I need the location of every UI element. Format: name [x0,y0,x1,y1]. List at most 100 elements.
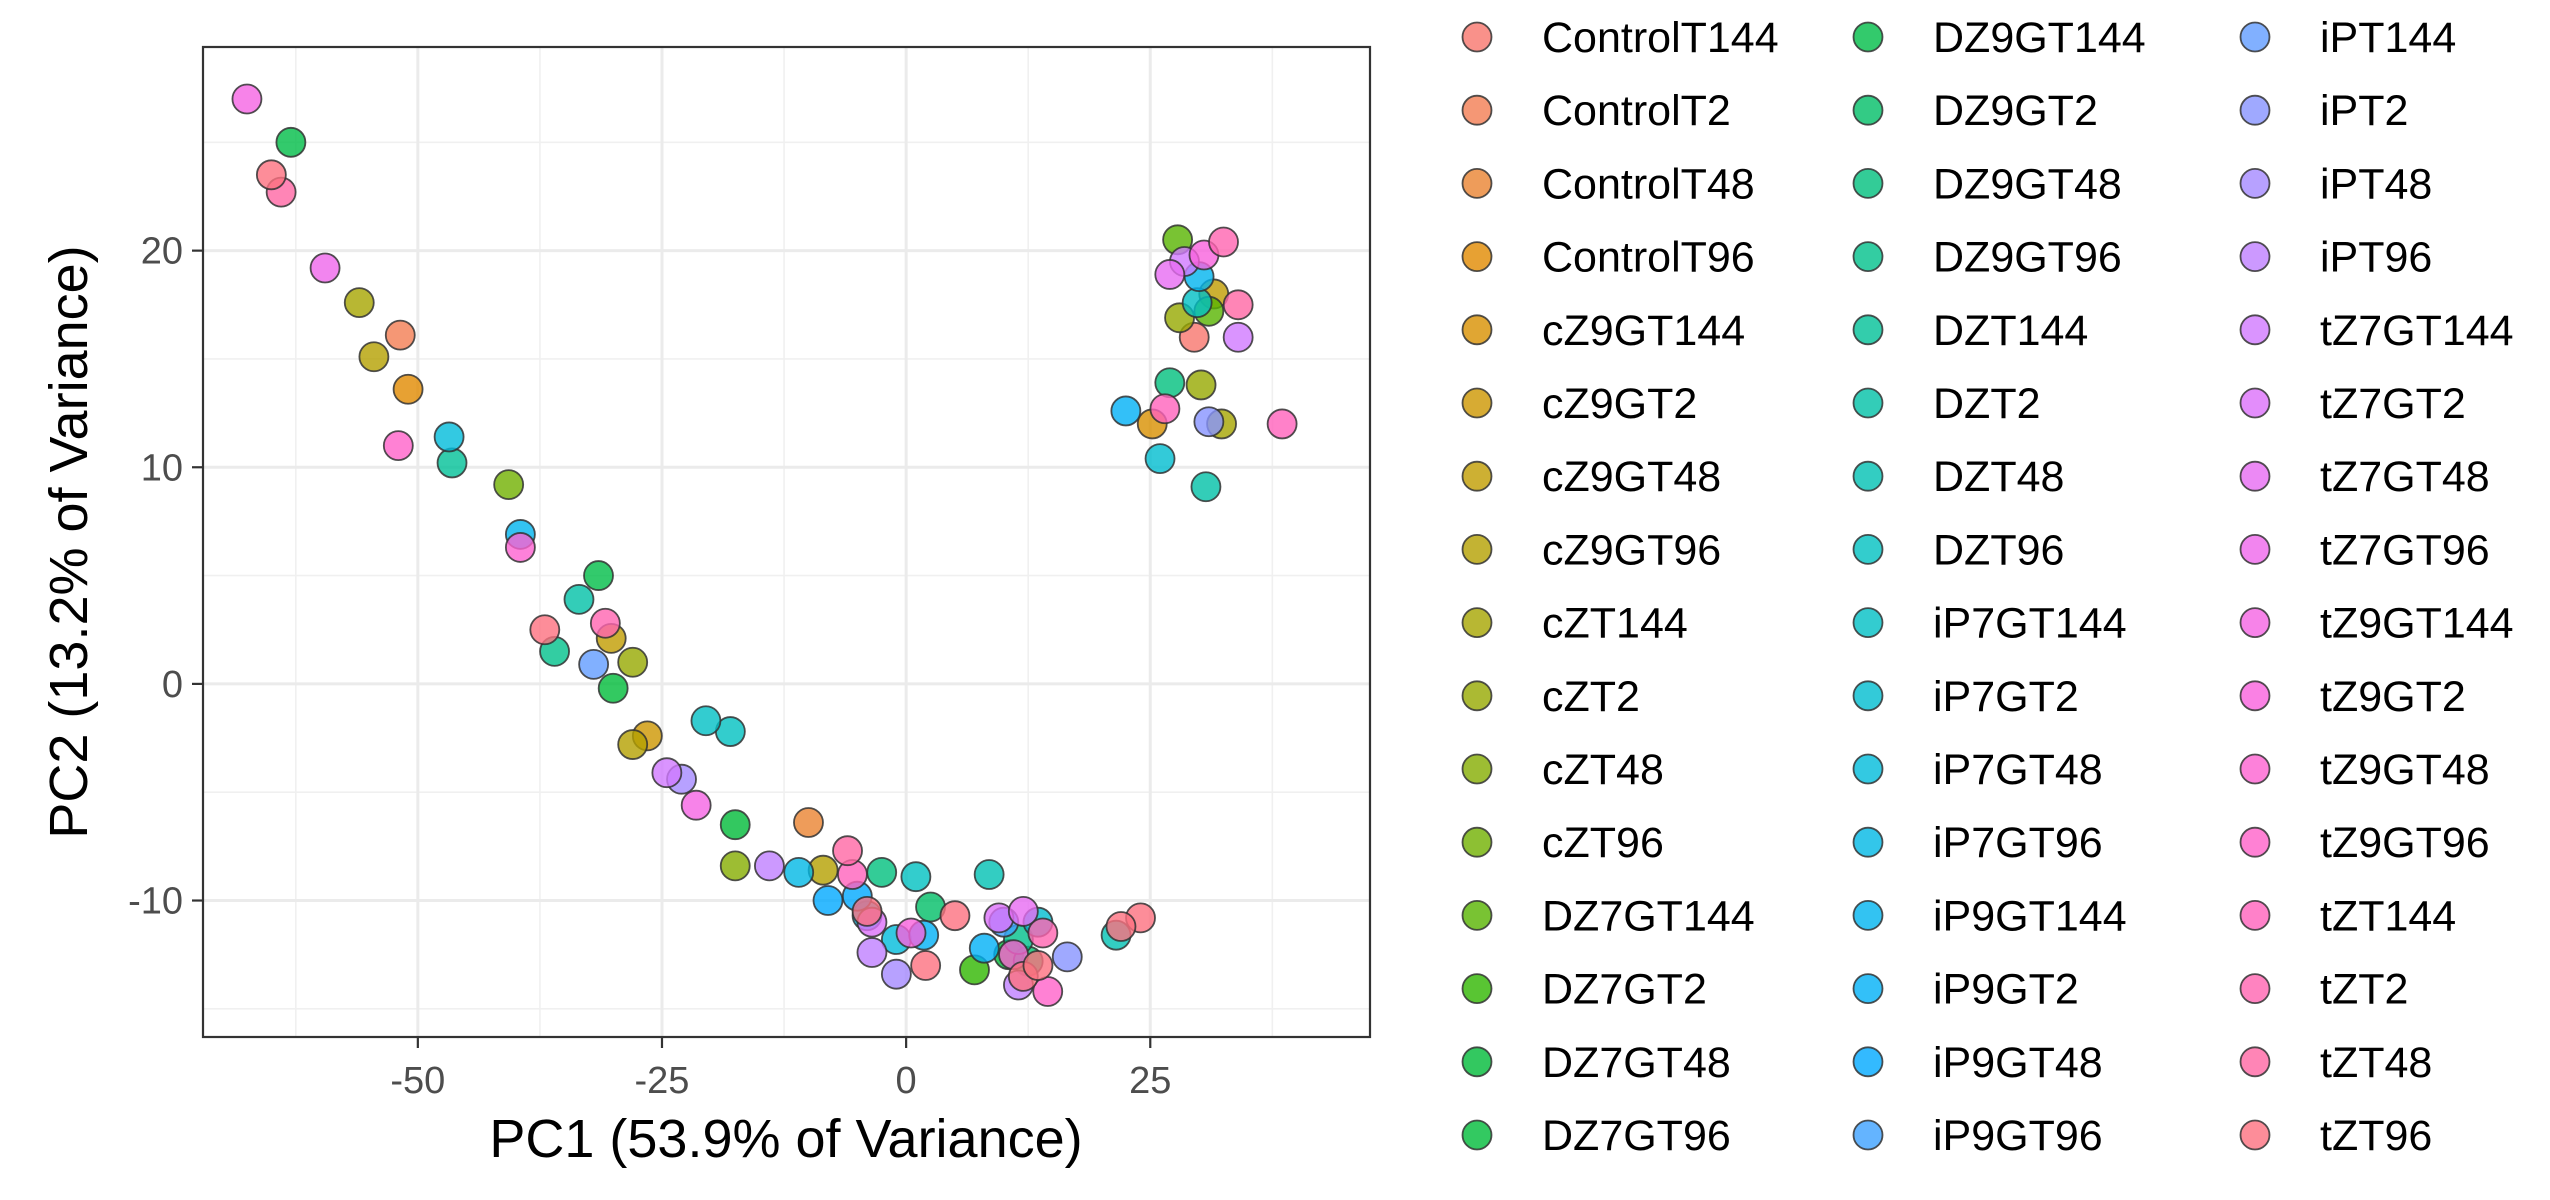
data-point [856,937,888,968]
legend-item: iP9GT2 [1852,966,2079,1014]
legend-item: DZ7GT2 [1461,966,1707,1014]
data-point [309,252,341,284]
legend-item: cZ9GT96 [1461,526,1721,574]
legend-item: tZ9GT48 [2239,746,2490,794]
data-point [1222,289,1254,321]
x-tick-label: -50 [390,1060,445,1102]
legend-key [2239,387,2271,419]
legend-item: cZ9GT2 [1461,380,1697,428]
legend-item: tZ9GT2 [2239,673,2466,721]
legend-item: iP7GT96 [1852,819,2103,867]
legend-key [1852,167,1884,199]
legend-item: DZT48 [1852,453,2064,501]
data-point [617,646,649,678]
data-point [1181,287,1213,319]
data-point [1222,321,1254,353]
legend-label: ControlT144 [1542,14,1779,62]
legend-key [1461,973,1493,1004]
legend-label: DZT2 [1933,380,2041,428]
data-point [719,850,751,882]
data-point [436,447,468,479]
legend-item: DZ7GT96 [1461,1112,1731,1160]
data-point [1022,950,1054,981]
y-tick-label: 20 [141,231,183,273]
legend-key [1461,460,1493,492]
legend-key [1852,900,1884,931]
legend-item: iP7GT144 [1852,600,2127,648]
legend-key [1461,680,1493,712]
legend-label: cZ9GT144 [1542,307,1745,355]
legend-item: DZT2 [1852,380,2041,428]
legend-label: tZ7GT48 [2320,453,2490,501]
legend-item: tZT2 [2239,966,2408,1014]
legend-key [1461,94,1493,126]
data-point [255,159,287,191]
data-point [1266,408,1298,440]
minor-gridlines [203,47,1370,1037]
legend-key [1852,387,1884,419]
plot-panel [203,47,1370,1037]
legend-key [1852,94,1884,126]
legend-label: iP7GT96 [1933,819,2103,867]
legend-key [1852,460,1884,492]
legend-label: iPT96 [2320,234,2432,282]
legend-key [1461,826,1493,858]
data-point [589,607,621,639]
legend-key [1852,973,1884,1004]
data-point [1193,406,1225,438]
legend-label: DZ7GT96 [1542,1112,1731,1160]
legend-key [1852,607,1884,638]
legend-item: tZ7GT2 [2239,380,2466,428]
legend-label: tZT2 [2320,966,2408,1014]
legend-label: tZ7GT96 [2320,526,2490,574]
legend-label: tZT48 [2320,1039,2432,1087]
legend-key [2239,826,2271,858]
legend-key [2239,973,2271,1004]
legend-key [1461,534,1493,565]
legend-label: DZ9GT48 [1933,160,2122,208]
legend-item: DZ7GT48 [1461,1039,1731,1087]
data-point [433,421,465,453]
legend-key [1461,21,1493,53]
legend-item: tZ7GT144 [2239,307,2514,355]
legend-item: iP9GT48 [1852,1039,2103,1087]
data-point [719,809,751,841]
legend-key [1852,1046,1884,1078]
legend-label: DZ9GT96 [1933,234,2122,282]
data-point [597,672,629,704]
legend-label: iP7GT48 [1933,746,2103,794]
legend-key [2239,314,2271,346]
legend-item: DZ7GT144 [1461,892,1755,940]
legend-item: tZT48 [2239,1039,2432,1087]
legend-key [2239,167,2271,199]
legend-key [1852,826,1884,858]
legend-label: tZ7GT2 [2320,380,2466,428]
data-point [493,469,525,500]
data-point [1185,369,1217,401]
legend-label: tZ9GT144 [2320,600,2514,648]
legend-item: iP9GT96 [1852,1112,2103,1160]
legend-item: tZT144 [2239,892,2456,940]
legend-key [1461,1046,1493,1078]
legend-item: DZT96 [1852,526,2064,574]
data-point [851,895,883,927]
data-point [1144,443,1176,474]
data-point [832,835,863,867]
y-axis: -10 0 10 20 [128,231,203,923]
legend-label: DZ7GT2 [1542,966,1707,1014]
legend-item: iPT144 [2239,14,2456,62]
y-tick-label: 10 [141,447,183,489]
legend-label: iP7GT144 [1933,600,2127,648]
legend-key [2239,680,2271,712]
legend-item: iP7GT48 [1852,746,2103,794]
data-point [880,958,912,990]
legend-item: tZ7GT48 [2239,453,2490,501]
legend-item: iPT96 [2239,234,2432,282]
legend-key [1461,607,1493,638]
legend-label: cZ9GT96 [1542,526,1721,574]
legend-key [1461,241,1493,273]
data-point [563,584,595,615]
data-point [358,341,390,373]
data-point [1154,367,1186,399]
legend-item: DZ9GT48 [1852,160,2122,208]
